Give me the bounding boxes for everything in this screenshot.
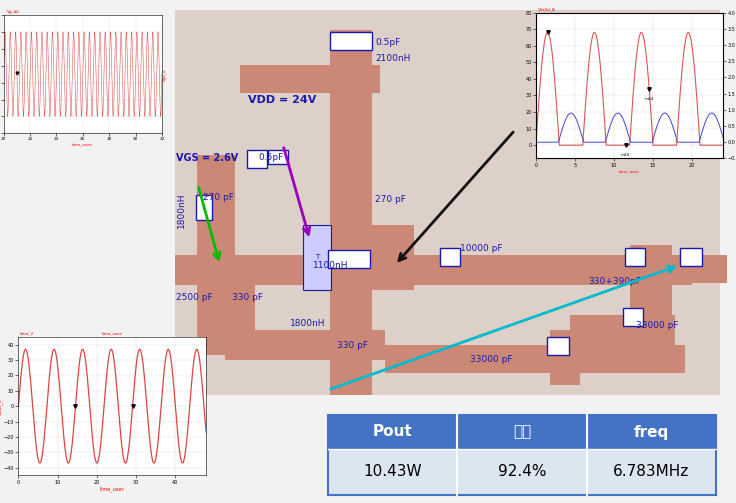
Bar xyxy=(672,255,727,283)
Text: 2100nH: 2100nH xyxy=(375,53,411,62)
Bar xyxy=(440,248,460,266)
Text: 1800nH: 1800nH xyxy=(177,192,186,228)
Bar xyxy=(196,195,212,220)
Text: 0.5pF: 0.5pF xyxy=(258,153,283,162)
Bar xyxy=(197,155,235,355)
Text: VDD = 24V: VDD = 24V xyxy=(248,95,316,105)
Bar xyxy=(175,10,720,395)
Bar xyxy=(547,337,569,355)
Text: 330 pF: 330 pF xyxy=(337,341,368,350)
X-axis label: time_usec: time_usec xyxy=(100,486,124,491)
Y-axis label: Vout_V: Vout_V xyxy=(0,398,2,414)
Text: freq: freq xyxy=(634,425,669,440)
Text: 1100nH: 1100nH xyxy=(313,261,348,270)
Text: m10: m10 xyxy=(621,153,630,157)
Bar xyxy=(328,415,716,449)
Bar xyxy=(328,415,716,495)
Text: 330+390pF: 330+390pF xyxy=(588,278,641,287)
Text: 33000 pF: 33000 pF xyxy=(470,356,512,365)
Bar xyxy=(570,315,675,345)
Bar xyxy=(330,30,372,395)
Text: 1800nH: 1800nH xyxy=(290,318,325,327)
Bar xyxy=(630,245,672,320)
Bar xyxy=(385,345,685,373)
Bar xyxy=(372,225,414,290)
Bar xyxy=(268,150,288,164)
Bar xyxy=(328,449,716,495)
Text: 2500 pF: 2500 pF xyxy=(176,293,213,302)
Text: m14: m14 xyxy=(645,97,654,101)
Text: 효율: 효율 xyxy=(513,425,531,440)
Text: 10.43W: 10.43W xyxy=(364,464,422,479)
Bar xyxy=(372,255,672,285)
Y-axis label: Vgs_V: Vgs_V xyxy=(163,68,167,80)
Text: 0.5pF: 0.5pF xyxy=(375,38,400,46)
Text: T: T xyxy=(315,254,319,260)
Bar xyxy=(650,255,692,285)
Bar xyxy=(240,65,380,93)
Text: Pout: Pout xyxy=(373,425,413,440)
Bar xyxy=(630,285,672,350)
Text: time_usec: time_usec xyxy=(102,331,123,336)
Bar xyxy=(225,285,255,360)
Text: Vout_V: Vout_V xyxy=(21,331,35,336)
Text: 330 pF: 330 pF xyxy=(232,293,263,302)
Bar xyxy=(225,330,385,360)
Bar xyxy=(625,248,645,266)
Bar xyxy=(680,248,702,266)
Bar xyxy=(330,32,372,50)
Text: 270 pF: 270 pF xyxy=(203,194,234,203)
Bar xyxy=(247,150,267,168)
Text: 33000 pF: 33000 pF xyxy=(636,320,679,329)
Text: 10000 pF: 10000 pF xyxy=(460,243,503,253)
Text: 92.4%: 92.4% xyxy=(498,464,546,479)
Bar xyxy=(623,308,643,326)
X-axis label: time_usec: time_usec xyxy=(619,169,640,173)
X-axis label: time_usec: time_usec xyxy=(72,143,93,147)
Bar xyxy=(550,330,580,385)
Text: Vds/Id_A: Vds/Id_A xyxy=(538,7,556,11)
Text: 270 pF: 270 pF xyxy=(375,196,406,205)
Text: 6.783MHz: 6.783MHz xyxy=(613,464,690,479)
Bar xyxy=(328,250,370,268)
Bar xyxy=(175,255,370,285)
Bar xyxy=(303,225,331,290)
Text: VGS = 2.6V: VGS = 2.6V xyxy=(176,153,238,163)
Text: Vg_db: Vg_db xyxy=(7,10,20,14)
